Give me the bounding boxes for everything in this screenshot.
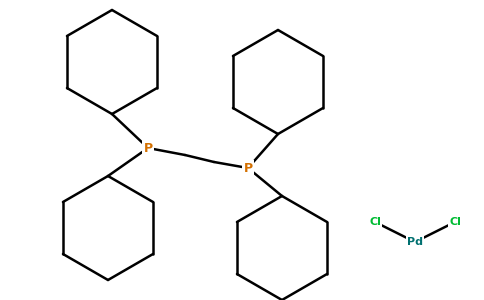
- Text: Pd: Pd: [407, 237, 423, 247]
- Text: P: P: [143, 142, 152, 154]
- Text: P: P: [243, 161, 253, 175]
- Text: Cl: Cl: [449, 217, 461, 227]
- Text: Cl: Cl: [369, 217, 381, 227]
